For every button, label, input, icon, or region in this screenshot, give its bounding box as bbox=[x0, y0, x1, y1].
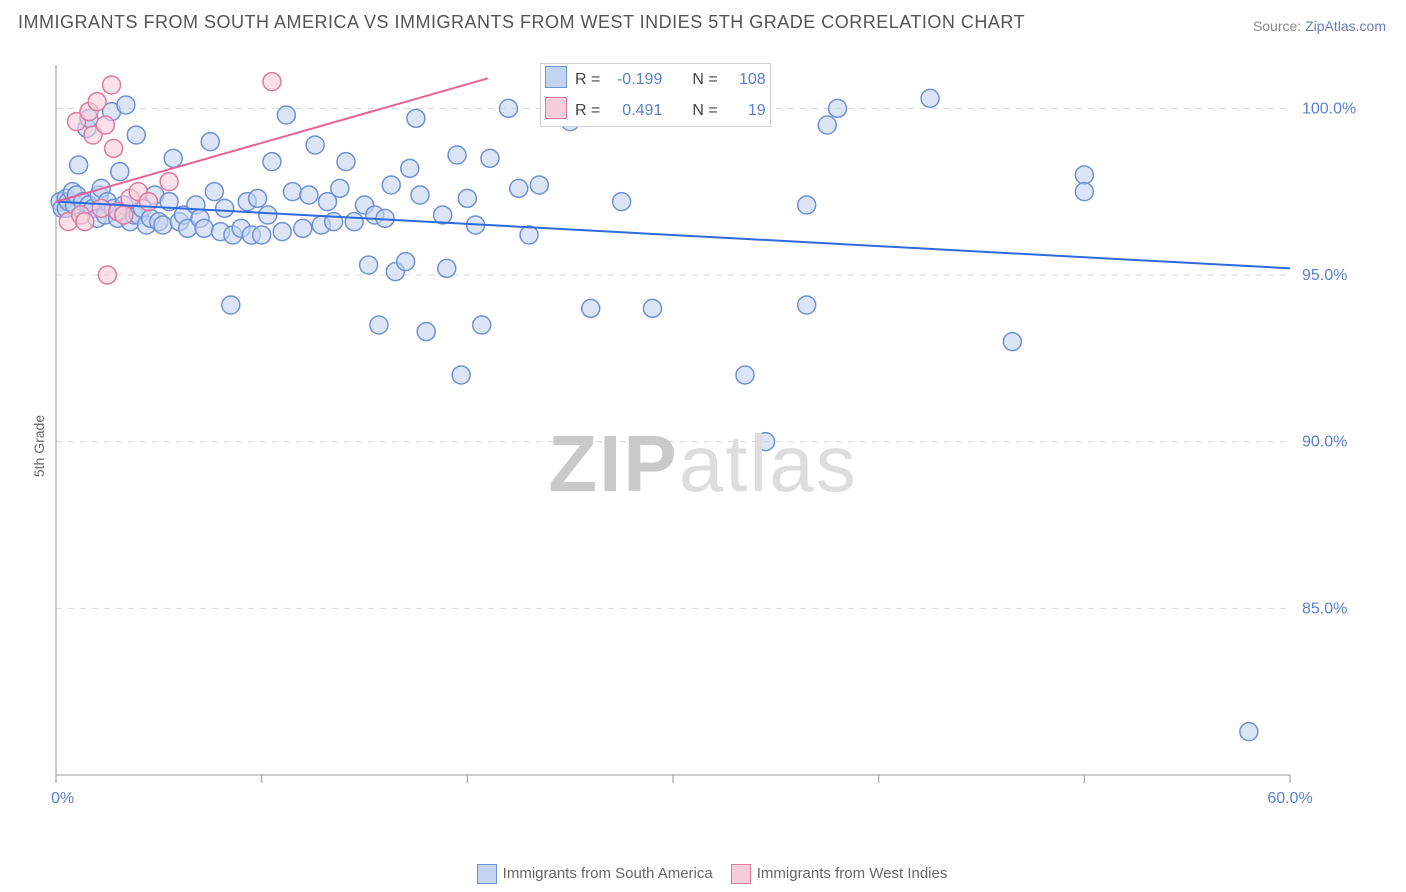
legend-stats-row: R =0.491 N =19 bbox=[541, 95, 771, 127]
r-value: -0.199 bbox=[604, 64, 666, 96]
data-point bbox=[160, 173, 178, 191]
data-point bbox=[1075, 183, 1093, 201]
legend-swatch bbox=[731, 864, 751, 884]
data-point bbox=[105, 139, 123, 157]
data-point bbox=[249, 189, 267, 207]
data-point bbox=[111, 163, 129, 181]
data-point bbox=[520, 226, 538, 244]
data-point bbox=[222, 296, 240, 314]
data-point bbox=[92, 199, 110, 217]
legend-bottom: Immigrants from South America Immigrants … bbox=[0, 864, 1406, 884]
data-point bbox=[263, 73, 281, 91]
data-point bbox=[115, 206, 133, 224]
legend-label: Immigrants from West Indies bbox=[757, 865, 948, 882]
data-point bbox=[1240, 723, 1258, 741]
data-point bbox=[345, 213, 363, 231]
data-point bbox=[88, 93, 106, 111]
source-prefix: Source: bbox=[1253, 18, 1305, 34]
chart-container: IMMIGRANTS FROM SOUTH AMERICA VS IMMIGRA… bbox=[0, 0, 1406, 892]
n-label: N = bbox=[688, 64, 721, 96]
data-point bbox=[1003, 333, 1021, 351]
n-label: N = bbox=[688, 95, 721, 127]
source-link[interactable]: ZipAtlas.com bbox=[1305, 18, 1386, 34]
data-point bbox=[127, 126, 145, 144]
data-point bbox=[263, 153, 281, 171]
data-point bbox=[164, 149, 182, 167]
data-point bbox=[401, 159, 419, 177]
data-point bbox=[382, 176, 400, 194]
data-point bbox=[259, 206, 277, 224]
data-point bbox=[273, 223, 291, 241]
data-point bbox=[473, 316, 491, 334]
data-point bbox=[103, 76, 121, 94]
data-point bbox=[205, 183, 223, 201]
data-point bbox=[530, 176, 548, 194]
legend-stats-row: R =-0.199 N =108 bbox=[541, 64, 771, 96]
data-point bbox=[96, 116, 114, 134]
r-label: R = bbox=[571, 95, 604, 127]
data-point bbox=[438, 259, 456, 277]
r-value: 0.491 bbox=[604, 95, 666, 127]
data-point bbox=[499, 99, 517, 117]
data-point bbox=[1075, 166, 1093, 184]
data-point bbox=[331, 179, 349, 197]
data-point bbox=[294, 219, 312, 237]
scatter-plot: 85.0% 90.0% 95.0% 100.0% 0.0% 60.0% bbox=[50, 55, 1370, 815]
data-point bbox=[360, 256, 378, 274]
x-tick-label: 60.0% bbox=[1267, 790, 1312, 807]
data-point bbox=[277, 106, 295, 124]
legend-swatch bbox=[545, 66, 567, 88]
data-point bbox=[284, 183, 302, 201]
data-point bbox=[76, 213, 94, 231]
data-point bbox=[458, 189, 476, 207]
data-point bbox=[613, 193, 631, 211]
data-point bbox=[300, 186, 318, 204]
data-point bbox=[70, 156, 88, 174]
data-point bbox=[117, 96, 135, 114]
data-point bbox=[757, 433, 775, 451]
data-point bbox=[337, 153, 355, 171]
source-credit: Source: ZipAtlas.com bbox=[1253, 18, 1386, 34]
data-point bbox=[582, 299, 600, 317]
data-point bbox=[411, 186, 429, 204]
data-point bbox=[407, 109, 425, 127]
data-point bbox=[154, 216, 172, 234]
y-axis-label: 5th Grade bbox=[31, 415, 47, 477]
data-point bbox=[306, 136, 324, 154]
y-tick-label: 100.0% bbox=[1302, 100, 1356, 117]
data-point bbox=[921, 89, 939, 107]
legend-swatch bbox=[545, 97, 567, 119]
x-tick-label: 0.0% bbox=[50, 790, 74, 807]
data-point bbox=[370, 316, 388, 334]
data-point bbox=[201, 133, 219, 151]
data-point bbox=[481, 149, 499, 167]
data-point bbox=[253, 226, 271, 244]
y-tick-label: 85.0% bbox=[1302, 600, 1347, 617]
y-tick-label: 95.0% bbox=[1302, 267, 1347, 284]
legend-label: Immigrants from South America bbox=[503, 865, 713, 882]
data-point bbox=[643, 299, 661, 317]
data-point bbox=[98, 266, 116, 284]
legend-swatch bbox=[477, 864, 497, 884]
data-point bbox=[195, 219, 213, 237]
data-point bbox=[818, 116, 836, 134]
r-label: R = bbox=[571, 64, 604, 96]
data-point bbox=[798, 196, 816, 214]
data-point bbox=[216, 199, 234, 217]
data-point bbox=[736, 366, 754, 384]
chart-title: IMMIGRANTS FROM SOUTH AMERICA VS IMMIGRA… bbox=[18, 12, 1025, 33]
data-point bbox=[798, 296, 816, 314]
y-tick-label: 90.0% bbox=[1302, 434, 1347, 451]
data-point bbox=[448, 146, 466, 164]
n-value: 19 bbox=[722, 95, 771, 127]
data-point bbox=[510, 179, 528, 197]
n-value: 108 bbox=[722, 64, 771, 96]
data-point bbox=[452, 366, 470, 384]
data-point bbox=[397, 253, 415, 271]
data-point bbox=[417, 323, 435, 341]
plot-area: 85.0% 90.0% 95.0% 100.0% 0.0% 60.0% bbox=[50, 55, 1370, 815]
legend-stats: R =-0.199 N =108 R =0.491 N =19 bbox=[540, 63, 771, 127]
data-point bbox=[829, 99, 847, 117]
